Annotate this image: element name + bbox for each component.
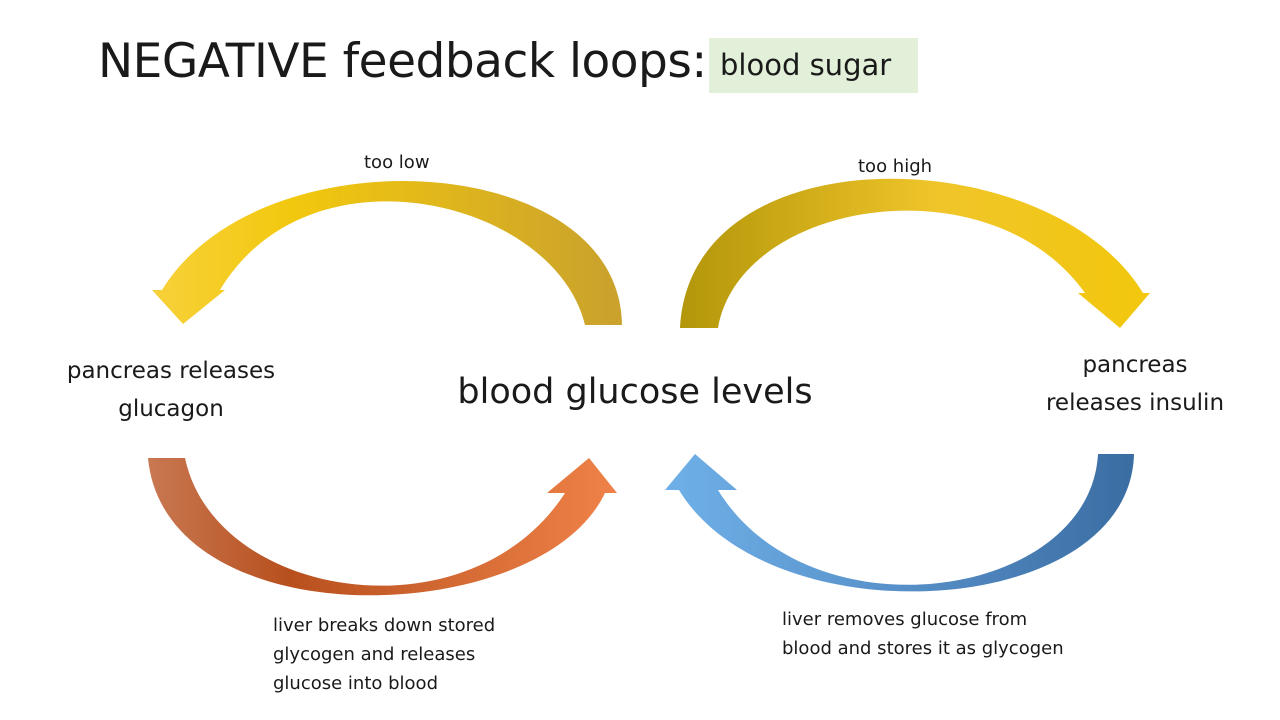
glucagon-effect-arrow bbox=[148, 458, 617, 596]
insulin-effect-line-1: liver removes glucose from bbox=[782, 609, 1028, 630]
insulin-response-line-2: releases insulin bbox=[1045, 390, 1225, 416]
glucagon-response-label: pancreas releases glucagon bbox=[50, 352, 292, 428]
insulin-response-label: pancreas releases insulin bbox=[1025, 346, 1245, 422]
insulin-effect-note: liver removes glucose from blood and sto… bbox=[782, 605, 1064, 663]
glucagon-response-line-2: glucagon bbox=[118, 396, 224, 422]
topic-tag: blood sugar bbox=[709, 38, 918, 93]
glucagon-response-line-1: pancreas releases bbox=[66, 358, 276, 384]
too-high-arrow bbox=[680, 178, 1150, 328]
slide-title: NEGATIVE feedback loops: bbox=[98, 34, 707, 89]
too-high-label: too high bbox=[858, 156, 933, 177]
glucagon-effect-line-3: glucose into blood bbox=[273, 673, 438, 694]
too-low-arrow bbox=[152, 181, 622, 325]
insulin-response-line-1: pancreas bbox=[1082, 352, 1188, 378]
glucagon-effect-note: liver breaks down stored glycogen and re… bbox=[273, 611, 495, 698]
glucagon-effect-line-2: glycogen and releases bbox=[273, 644, 476, 665]
too-low-label: too low bbox=[364, 152, 430, 173]
center-label: blood glucose levels bbox=[457, 372, 813, 412]
insulin-effect-line-2: blood and stores it as glycogen bbox=[782, 638, 1064, 659]
glucagon-effect-line-1: liver breaks down stored bbox=[273, 615, 496, 636]
insulin-effect-arrow bbox=[665, 454, 1134, 592]
